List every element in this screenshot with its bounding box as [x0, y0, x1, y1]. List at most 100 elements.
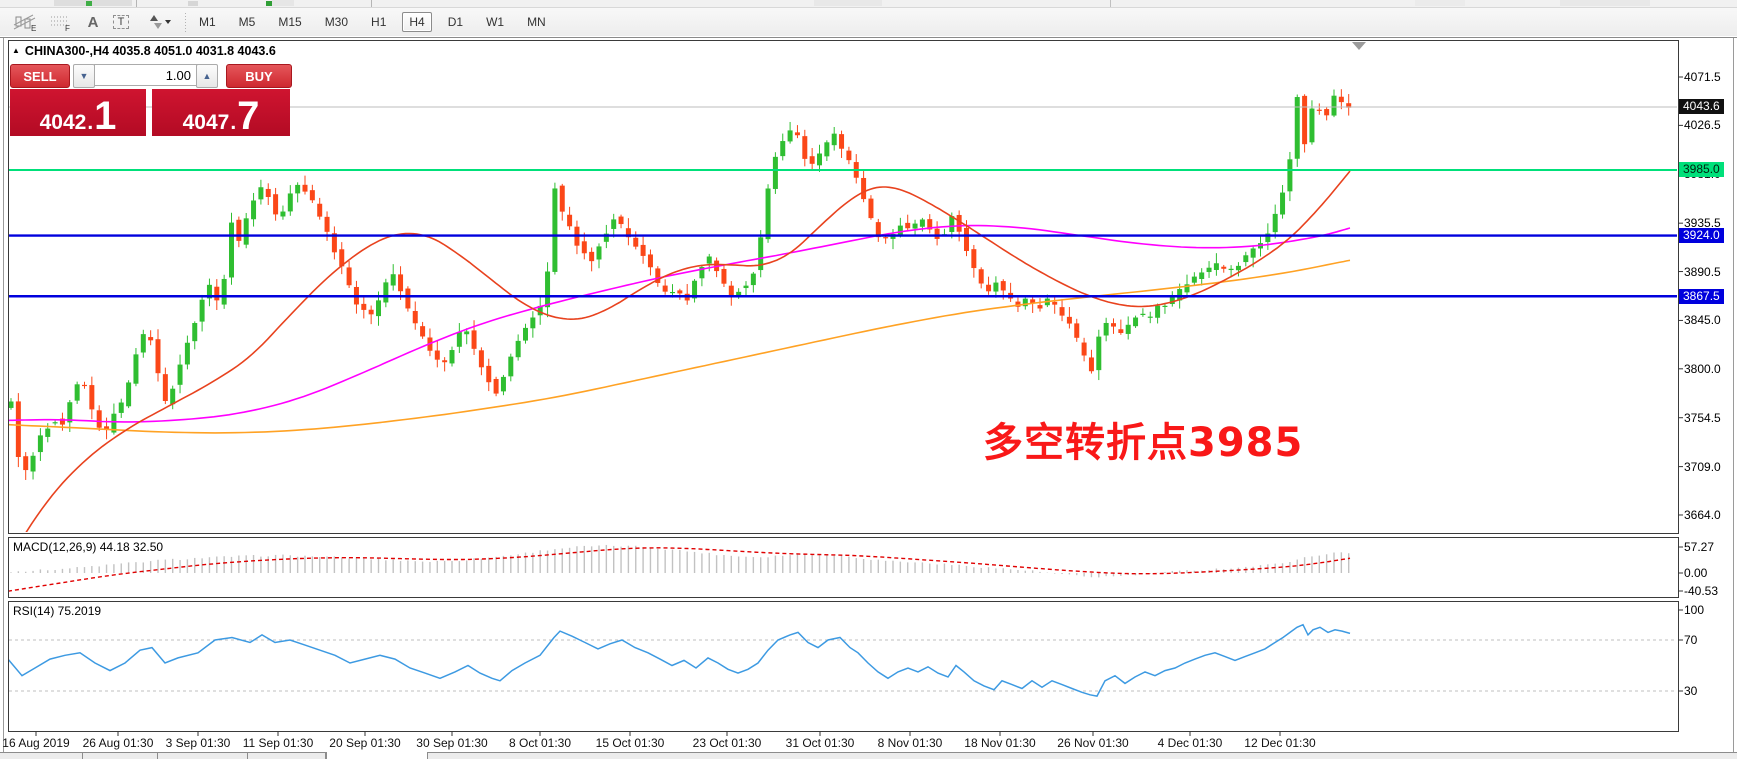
macd-tick: 0.00	[1684, 566, 1708, 580]
date-tick: 16 Aug 2019	[2, 736, 70, 750]
tab-timeframe-M1[interactable]: M1	[199, 15, 216, 29]
text-label-icon-button[interactable]: A	[82, 10, 104, 34]
collapse-triangle-icon[interactable]: ▲	[12, 45, 20, 55]
svg-text:F: F	[65, 24, 70, 32]
date-tick: 12 Dec 01:30	[1244, 736, 1316, 750]
date-tick: 20 Sep 01:30	[329, 736, 401, 750]
date-tick: 18 Nov 01:30	[964, 736, 1036, 750]
chart-tab-divider	[157, 753, 158, 759]
toolbar-fragment	[188, 1, 198, 6]
macd-indicator-label: MACD(12,26,9) 44.18 32.50	[13, 540, 164, 554]
panel-splitter[interactable]	[8, 597, 1678, 601]
toolbar-separator	[184, 13, 187, 32]
expert-pattern-icon-button[interactable]: E	[10, 10, 40, 34]
date-tick: 26 Nov 01:30	[1057, 736, 1129, 750]
tab-timeframe-W1[interactable]: W1	[486, 15, 505, 29]
date-tick: 11 Sep 01:30	[242, 736, 314, 750]
text-box-icon-button[interactable]: T	[110, 10, 132, 34]
sell-button[interactable]: SELL	[10, 64, 70, 88]
price-badge: 3924.0	[1679, 228, 1724, 244]
date-tick: 4 Dec 01:30	[1157, 736, 1223, 750]
chart-title-text: CHINA300-,H4 4035.8 4051.0 4031.8 4043.6	[24, 44, 276, 58]
top-toolbar-sliver	[0, 0, 1737, 8]
chart-window-right-border	[1733, 38, 1734, 759]
price-tick: 4071.5	[1684, 70, 1721, 84]
bid-price-last-digit: 1	[94, 94, 117, 139]
rsi-indicator-label: RSI(14) 75.2019	[13, 604, 102, 618]
chart-tab-divider	[325, 753, 326, 759]
price-badge: 4043.6	[1679, 99, 1724, 115]
price-badge: 3985.0	[1679, 162, 1724, 178]
toolbar-fragment	[86, 1, 92, 6]
tab-timeframe-M30[interactable]: M30	[324, 15, 349, 29]
tab-timeframe-MN[interactable]: MN	[527, 15, 546, 29]
cycles-tool-button[interactable]	[140, 10, 174, 34]
macd-tick: 57.27	[1684, 540, 1715, 554]
toolbar-fragment	[54, 0, 132, 6]
toolbar-fragment	[136, 0, 137, 7]
bid-price-int: 4042	[39, 111, 87, 134]
toolbar-fragment	[814, 0, 882, 6]
grid-snap-icon-button[interactable]: F	[46, 10, 76, 34]
price-tick: 3754.5	[1684, 410, 1721, 425]
ask-price-panel[interactable]: 4047 . 7	[152, 89, 290, 136]
date-tick: 8 Oct 01:30	[508, 736, 572, 750]
toolbar-fragment	[1415, 0, 1465, 6]
tab-timeframe-H4[interactable]: H4	[402, 12, 432, 32]
date-tick: 31 Oct 01:30	[785, 736, 855, 750]
svg-text:E: E	[31, 24, 36, 32]
date-tick: 3 Sep 01:30	[165, 736, 231, 750]
price-tick: 3664.0	[1684, 507, 1721, 522]
toolbar-fragment	[266, 1, 272, 6]
date-tick: 26 Aug 01:30	[82, 736, 154, 750]
toolbar-fragment	[1110, 0, 1111, 7]
price-badge: 3867.5	[1679, 288, 1724, 304]
chart-window-left-border	[3, 38, 4, 759]
toolbar: E F A T M1 M5 M15 M30 H1 H4 D1 W1 MN	[0, 8, 1737, 36]
toolbar-fragment	[272, 0, 294, 6]
chart-annotation-text: 多空转折点3985	[983, 420, 1304, 466]
volume-increase-button[interactable]: ▲	[196, 64, 218, 88]
tab-timeframe-M5[interactable]: M5	[238, 15, 256, 29]
tab-timeframe-D1[interactable]: D1	[447, 15, 464, 29]
ask-price-last-digit: 7	[237, 94, 260, 139]
last-bar-marker-icon	[1352, 42, 1366, 50]
price-tick: 3935.5	[1684, 216, 1721, 231]
price-tick: 3845.0	[1684, 313, 1721, 328]
toolbar-fragment	[1560, 0, 1650, 6]
price-tick: 3890.5	[1684, 264, 1721, 279]
timeframe-bar: M1 M5 M15 M30 H1 H4 D1 W1 MN	[192, 11, 553, 33]
buy-button[interactable]: BUY	[226, 64, 292, 88]
chart-window-top-border	[0, 37, 1737, 38]
chart-tab-divider	[82, 753, 83, 759]
letter-t-boxed-icon: T	[112, 15, 130, 29]
candle-pattern-icon: E	[13, 14, 36, 32]
rsi-tick: 70	[1684, 633, 1698, 647]
bid-price-panel[interactable]: 4042 . 1	[10, 89, 146, 136]
volume-input[interactable]	[94, 64, 198, 86]
date-tick: 23 Oct 01:30	[692, 736, 762, 750]
price-tick: 3800.0	[1684, 361, 1721, 376]
chart-tab-divider	[247, 753, 248, 759]
macd-tick: -40.53	[1684, 584, 1719, 598]
ask-price-int: 4047	[182, 111, 230, 134]
chart-title: ▲ CHINA300-,H4 4035.8 4051.0 4031.8 4043…	[12, 44, 276, 58]
date-tick: 8 Nov 01:30	[877, 736, 943, 750]
price-tick: 3709.0	[1684, 459, 1721, 474]
date-tick: 30 Sep 01:30	[416, 736, 488, 750]
tab-timeframe-H1[interactable]: H1	[371, 15, 387, 29]
tab-timeframe-M15[interactable]: M15	[278, 15, 302, 29]
grid-icon: F	[51, 16, 70, 32]
rsi-tick: 100	[1684, 603, 1705, 617]
toolbar-fragment	[371, 0, 372, 7]
sort-arrows-icon	[150, 15, 171, 29]
volume-decrease-button[interactable]: ▼	[73, 64, 95, 88]
chart-tab-strip	[0, 752, 1737, 759]
price-tick: 4026.5	[1684, 118, 1721, 133]
rsi-tick: 30	[1684, 684, 1698, 698]
date-tick: 15 Oct 01:30	[595, 736, 665, 750]
panel-splitter[interactable]	[8, 533, 1678, 537]
chart-tab-active[interactable]	[326, 752, 428, 759]
letter-a-icon: A	[87, 13, 99, 31]
